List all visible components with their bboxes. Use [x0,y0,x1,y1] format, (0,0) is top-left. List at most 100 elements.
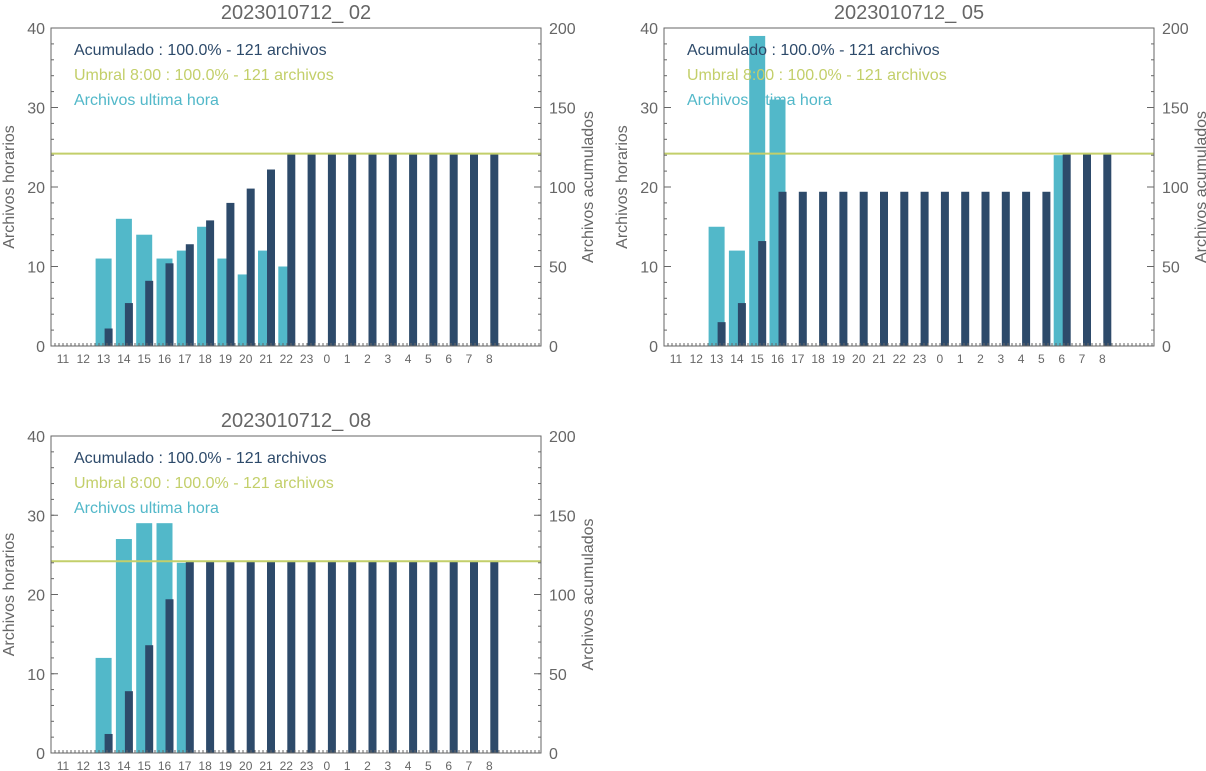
x-tick-label: 8 [486,352,493,366]
accumulated-bar [490,153,499,346]
x-tick-label: 16 [158,759,172,771]
x-tick-label: 3 [384,759,391,771]
accumulated-bar [206,220,215,346]
chart-title: 2023010712_ 02 [221,2,371,24]
right-tick-label: 150 [549,508,576,525]
left-tick-label: 30 [640,101,658,118]
x-tick-label: 5 [425,352,432,366]
x-tick-label: 8 [486,759,493,771]
right-tick-label: 150 [549,101,576,118]
accumulated-bar [409,153,418,346]
accumulated-bar [388,561,397,753]
left-tick-label: 10 [27,260,45,277]
accumulated-bar [900,191,909,346]
legend-threshold: Umbral 8:00 : 100.0% - 121 archivos [74,475,334,492]
x-tick-label: 21 [259,352,273,366]
x-tick-label: 19 [219,759,233,771]
x-tick-label: 14 [117,759,131,771]
left-tick-label: 30 [27,101,45,118]
accumulated-bar [145,280,154,346]
left-tick-label: 0 [36,746,45,763]
y-axis-label-left: Archivos horarios [1,125,18,249]
x-tick-label: 20 [852,352,866,366]
accumulated-bar [287,561,296,753]
x-tick-label: 3 [997,352,1004,366]
accumulated-bar [449,153,458,346]
right-tick-label: 200 [549,429,576,446]
left-tick-label: 40 [27,429,45,446]
right-tick-label: 0 [1162,339,1171,356]
x-tick-label: 22 [893,352,907,366]
x-tick-label: 19 [219,352,233,366]
chart-title: 2023010712_ 08 [221,410,371,432]
accumulated-bar [1083,153,1091,346]
x-tick-label: 1 [344,759,351,771]
accumulated-bar [226,561,235,753]
x-tick-label: 11 [670,352,683,366]
x-tick-label: 17 [178,352,192,366]
accumulated-bar [307,153,316,346]
x-tick-label: 2 [977,352,984,366]
accumulated-bar [124,691,133,753]
legend-hourly: Archivos ultima hora [74,92,219,109]
accumulated-bar [267,169,275,346]
hourly-bar [708,226,725,346]
accumulated-bar [165,263,174,346]
x-tick-label: 12 [690,352,704,366]
legend-accumulated: Acumulado : 100.0% - 121 archivos [74,42,327,59]
accumulated-bar [185,561,194,753]
accumulated-bar [429,561,438,753]
accumulated-bar [246,188,255,346]
right-tick-label: 50 [1162,260,1180,277]
x-tick-label: 13 [710,352,724,366]
left-tick-label: 40 [640,21,658,38]
y-axis-label-left: Archivos horarios [614,125,631,249]
x-tick-label: 17 [791,352,805,366]
x-tick-label: 0 [324,759,331,771]
accumulated-bar [348,153,357,346]
accumulated-bar [778,191,787,346]
accumulated-bar [185,244,194,346]
x-tick-label: 5 [1038,352,1045,366]
left-tick-label: 20 [640,180,658,197]
accumulated-bar [1103,153,1112,346]
x-tick-label: 18 [811,352,825,366]
x-tick-label: 5 [425,759,432,771]
x-tick-label: 16 [771,352,785,366]
x-tick-label: 23 [300,759,314,771]
left-tick-label: 20 [27,180,45,197]
accumulated-bar [737,303,746,346]
accumulated-bar [880,191,888,346]
accumulated-bar [246,561,255,753]
x-tick-label: 0 [937,352,944,366]
accumulated-bar [368,153,377,346]
left-tick-label: 20 [27,588,45,605]
accumulated-bar [206,561,215,753]
x-tick-label: 1 [957,352,964,366]
x-tick-label: 14 [117,352,131,366]
right-tick-label: 200 [1162,21,1189,38]
left-tick-label: 30 [27,508,45,525]
left-tick-label: 0 [36,339,45,356]
accumulated-bar [327,153,336,346]
x-tick-label: 3 [384,352,391,366]
right-tick-label: 50 [549,667,567,684]
accumulated-bar [307,561,316,753]
y-axis-label-right: Archivos acumulados [1193,111,1206,263]
x-tick-label: 16 [158,352,172,366]
right-tick-label: 0 [549,746,558,763]
x-tick-label: 7 [466,352,473,366]
legend-hourly: Archivos ultima hora [687,92,832,109]
x-tick-label: 1 [344,352,351,366]
right-tick-label: 100 [549,180,576,197]
right-tick-label: 150 [1162,101,1189,118]
x-tick-label: 7 [466,759,473,771]
x-tick-label: 0 [324,352,331,366]
accumulated-bar [961,191,970,346]
x-tick-label: 20 [239,759,253,771]
right-tick-label: 50 [549,260,567,277]
x-tick-label: 6 [445,759,452,771]
accumulated-bar [1042,191,1051,346]
accumulated-bar [981,191,990,346]
